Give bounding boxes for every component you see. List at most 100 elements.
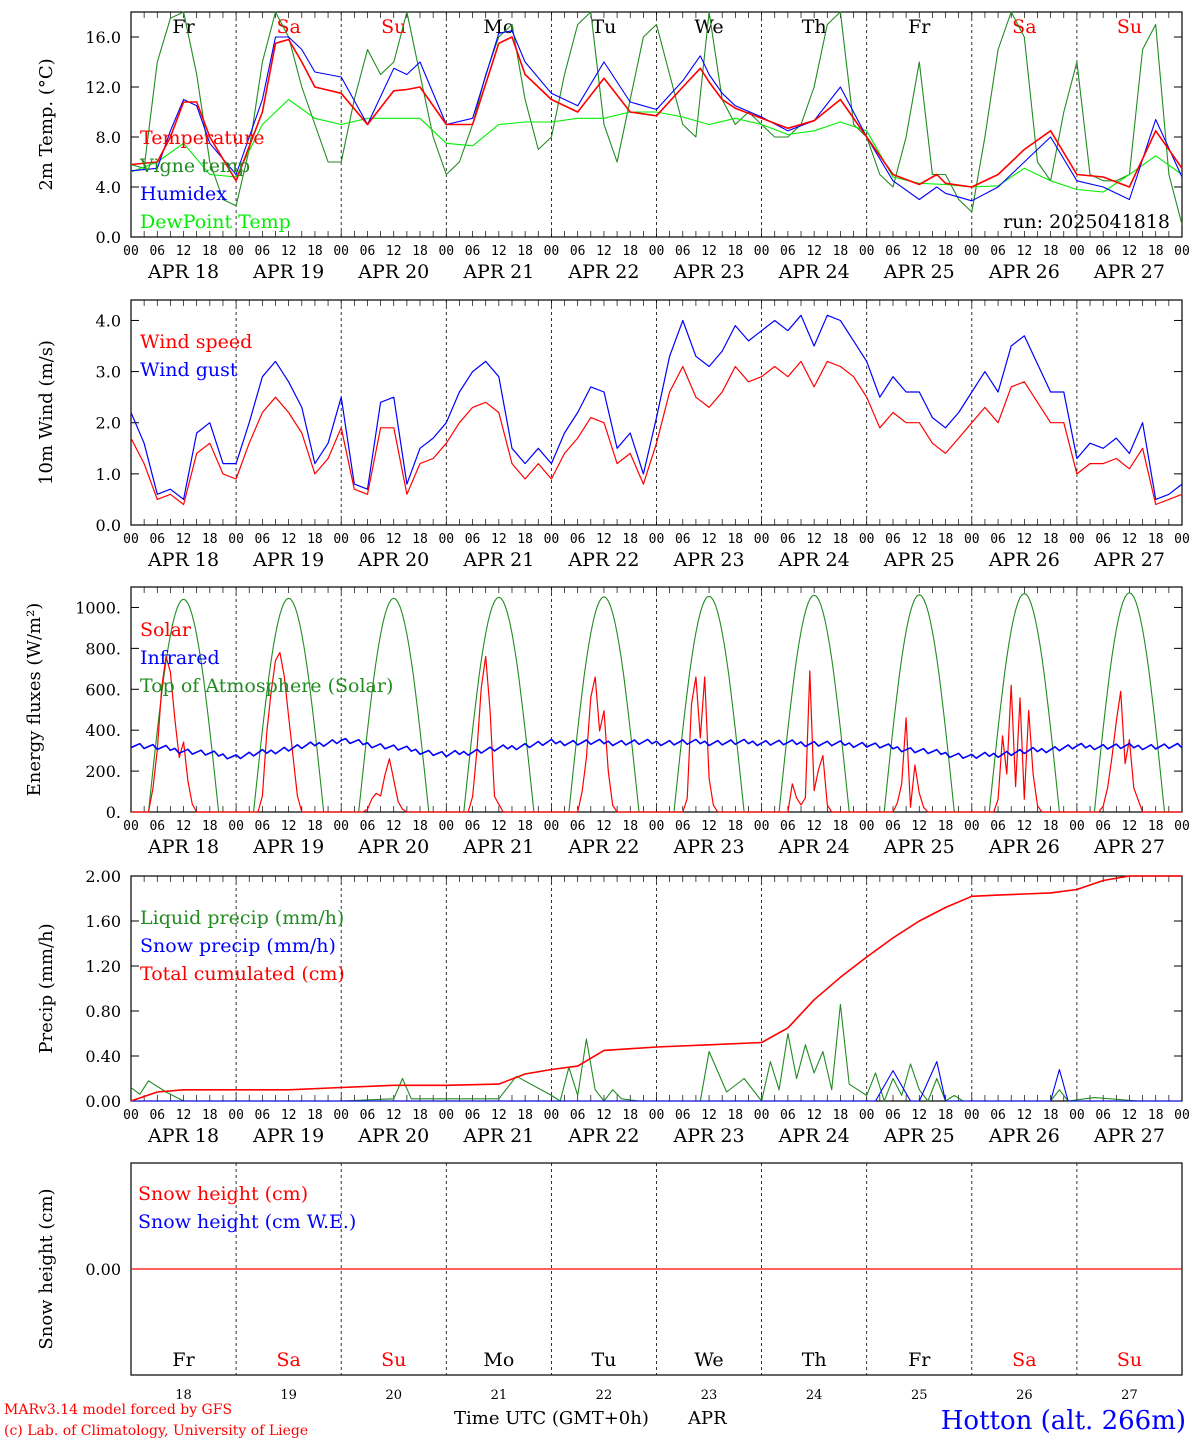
hour-tick-label: 06 (990, 1108, 1006, 1123)
hour-tick-label: 12 (911, 244, 927, 259)
date-label: APR 18 (147, 549, 219, 571)
date-label: APR 22 (567, 1125, 639, 1147)
hour-tick-label: 18 (622, 532, 638, 547)
y-axis-label: 10m Wind (m/s) (36, 340, 57, 485)
date-label: APR 20 (357, 836, 429, 858)
hour-tick-label: 06 (570, 244, 586, 259)
hour-tick-label: 06 (465, 244, 481, 259)
weekday-label: We (694, 1349, 723, 1371)
hour-tick-label: 00 (123, 819, 139, 834)
hour-tick-label: 00 (228, 1108, 244, 1123)
date-label: APR 22 (567, 836, 639, 858)
hour-tick-label: 00 (1174, 1108, 1190, 1123)
hour-tick-label: 00 (544, 244, 560, 259)
series-line (130, 875, 1182, 1102)
precip-panel: 0.00 0.40 0.80 1.20 1.60 2.00 Precip (mm/h) 00 0… (36, 867, 1190, 1147)
legend-entry: Temperature (140, 127, 264, 149)
weekday-label: Fr (172, 16, 195, 38)
hour-tick-label: 12 (911, 532, 927, 547)
hour-tick-label: 12 (176, 244, 192, 259)
hour-tick-label: 12 (1122, 532, 1138, 547)
date-label: APR 18 (147, 261, 219, 283)
weekday-label: Th (802, 16, 827, 38)
date-label: APR 20 (357, 261, 429, 283)
panel-frame (130, 11, 1183, 238)
day-number-label: 18 (175, 1388, 192, 1403)
hour-tick-label: 18 (1148, 819, 1164, 834)
hour-tick-label: 06 (675, 244, 691, 259)
date-label: APR 27 (1093, 261, 1165, 283)
series-line (130, 1003, 1182, 1102)
hour-tick-label: 12 (1017, 819, 1033, 834)
hour-tick-label: 06 (1095, 244, 1111, 259)
hour-tick-label: 12 (281, 532, 297, 547)
hour-tick-label: 06 (780, 244, 796, 259)
hour-tick-label: 00 (1174, 532, 1190, 547)
hour-tick-label: 12 (281, 1108, 297, 1123)
hour-tick-label: 18 (1148, 532, 1164, 547)
legend-entry: Snow height (cm) (138, 1183, 308, 1205)
hour-tick-label: 18 (202, 819, 218, 834)
hour-tick-label: 06 (570, 1108, 586, 1123)
hour-tick-label: 06 (990, 244, 1006, 259)
hour-tick-label: 00 (649, 244, 665, 259)
y-axis-label: 2m Temp. (°C) (36, 58, 57, 190)
hour-tick-label: 00 (859, 1108, 875, 1123)
hour-tick-label: 06 (360, 532, 376, 547)
date-label: APR 22 (567, 549, 639, 571)
hour-tick-label: 18 (622, 1108, 638, 1123)
day-number-label: 26 (1016, 1388, 1033, 1403)
date-label: APR 26 (988, 549, 1060, 571)
weekday-label: Fr (908, 16, 931, 38)
hour-tick-label: 00 (649, 532, 665, 547)
hour-tick-label: 12 (281, 819, 297, 834)
temperature-panel: 0.0 4.0 8.0 12.0 16.0 2m Temp. (°C) 00 06 12 18 AP… (36, 11, 1190, 283)
weekday-label: Sa (276, 1349, 300, 1371)
hour-tick-label: 12 (386, 532, 402, 547)
y-tick-label: 200. (85, 762, 121, 781)
weekday-label: Sa (1012, 1349, 1036, 1371)
hour-tick-label: 06 (885, 1108, 901, 1123)
hour-tick-label: 18 (412, 244, 428, 259)
x-axis-title: Time UTC (GMT+0h) (454, 1408, 649, 1429)
hour-tick-label: 00 (544, 532, 560, 547)
hour-tick-label: 12 (386, 244, 402, 259)
legend-entry: Solar (140, 619, 192, 641)
y-tick-label: 1000. (75, 598, 121, 617)
hour-tick-label: 12 (386, 819, 402, 834)
hour-tick-label: 06 (465, 532, 481, 547)
y-tick-label: 1.20 (85, 957, 121, 976)
day-number-label: 20 (385, 1388, 402, 1403)
hour-tick-label: 18 (517, 1108, 533, 1123)
hour-tick-label: 00 (438, 532, 454, 547)
hour-tick-label: 18 (727, 244, 743, 259)
hour-tick-label: 12 (386, 1108, 402, 1123)
legend-entry: Wind gust (140, 359, 238, 381)
hour-tick-label: 00 (1174, 819, 1190, 834)
series-line (1076, 592, 1182, 813)
hour-tick-label: 12 (806, 244, 822, 259)
hour-tick-label: 06 (1095, 819, 1111, 834)
date-label: APR 24 (778, 836, 850, 858)
hour-tick-label: 18 (622, 819, 638, 834)
energy-panel: 0. 200. 400. 600. 800. 1000. Energy fluxes (W/… (24, 586, 1190, 858)
hour-tick-label: 06 (255, 1108, 271, 1123)
hour-tick-label: 12 (1017, 244, 1033, 259)
hour-tick-label: 06 (465, 1108, 481, 1123)
hour-tick-label: 18 (938, 244, 954, 259)
hour-tick-label: 00 (859, 532, 875, 547)
day-number-label: 25 (911, 1388, 928, 1403)
y-tick-label: 0.0 (96, 516, 121, 535)
weekday-label: Fr (908, 1349, 931, 1371)
date-label: APR 24 (778, 1125, 850, 1147)
date-label: APR 26 (988, 836, 1060, 858)
hour-tick-label: 06 (149, 1108, 165, 1123)
hour-tick-label: 18 (833, 819, 849, 834)
weekday-label: Su (381, 16, 406, 38)
series-line (866, 594, 972, 813)
date-label: APR 23 (673, 261, 745, 283)
weekday-label: Fr (172, 1349, 195, 1371)
hour-tick-label: 00 (333, 1108, 349, 1123)
hour-tick-label: 18 (727, 1108, 743, 1123)
legend-entry: Snow precip (mm/h) (140, 935, 336, 957)
